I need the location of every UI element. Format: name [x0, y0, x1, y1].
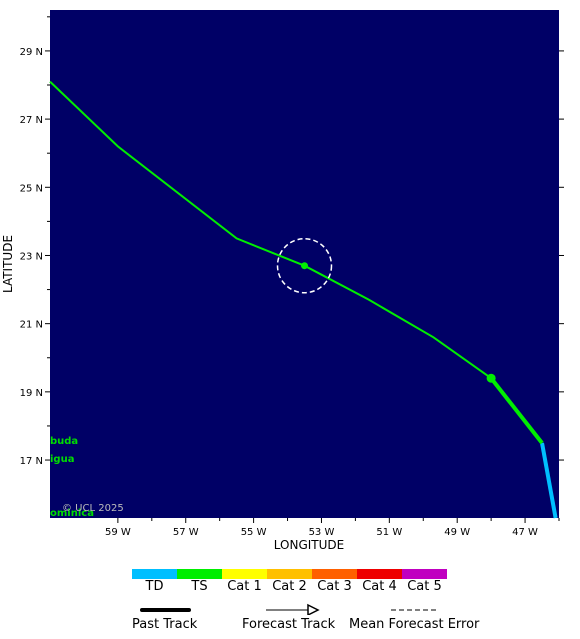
x-axis-title: LONGITUDE — [274, 538, 344, 552]
place-label: ominica — [50, 508, 94, 519]
category-swatch — [402, 569, 447, 579]
lat-tick-label: 19 N — [20, 388, 43, 399]
lon-tick-label: 51 W — [376, 527, 402, 538]
past-track-td-segment — [540, 442, 558, 519]
lat-tick-label: 17 N — [20, 456, 43, 467]
lon-tick-label: 57 W — [173, 527, 199, 538]
place-label: buda — [50, 436, 78, 447]
mean-error-label: Mean Forecast Error — [349, 617, 480, 632]
category-swatch — [222, 569, 267, 579]
lat-tick-label: 25 N — [20, 183, 43, 194]
category-swatch — [357, 569, 402, 579]
mean-error-key: Mean Forecast Error — [349, 603, 489, 632]
past-track-label: Past Track — [132, 617, 198, 632]
category-label: Cat 5 — [407, 579, 442, 594]
lon-tick-label: 49 W — [444, 527, 470, 538]
category-label: Cat 2 — [272, 579, 307, 594]
past-track-ts-segment — [489, 376, 544, 445]
forecast-track-key: Forecast Track — [242, 603, 342, 632]
category-labels: TD TS Cat 1 Cat 2 Cat 3 Cat 4 Cat 5 — [132, 579, 447, 595]
copyright-text: © UCL 2025 — [62, 503, 124, 514]
forecast-track-arrow-icon — [242, 603, 342, 617]
last-fix-marker — [486, 373, 496, 383]
category-color-bar — [132, 569, 447, 579]
map-plot: 29 N 27 N 25 N 23 N 21 N 19 N 17 N 59 W 57 W 55 … — [1, 10, 564, 552]
past-track-key: Past Track — [132, 603, 212, 632]
place-label: igua — [50, 454, 74, 465]
category-swatch — [177, 569, 222, 579]
lon-tick-label: 53 W — [309, 527, 335, 538]
lat-tick-label: 29 N — [20, 47, 43, 58]
forecast-point-marker — [301, 262, 308, 270]
lat-tick-label: 23 N — [20, 251, 43, 262]
lon-tick-label: 47 W — [512, 527, 538, 538]
latitude-ticks: 29 N 27 N 25 N 23 N 21 N 19 N 17 N — [20, 16, 564, 467]
lat-tick-label: 27 N — [20, 115, 43, 126]
storm-track-group — [49, 80, 558, 519]
lon-tick-label: 55 W — [241, 527, 267, 538]
category-label: Cat 4 — [362, 579, 397, 594]
category-label: TS — [191, 579, 208, 594]
lon-tick-label: 59 W — [105, 527, 131, 538]
category-label: TD — [145, 579, 164, 594]
category-swatch — [132, 569, 177, 579]
longitude-ticks: 59 W 57 W 55 W 53 W 51 W 49 W 47 W — [105, 518, 560, 538]
place-labels: buda igua ominica — [50, 436, 94, 519]
category-label: Cat 3 — [317, 579, 352, 594]
mean-forecast-error-circle — [276, 237, 333, 294]
lat-tick-label: 21 N — [20, 320, 43, 331]
mean-error-dash-icon — [349, 603, 489, 615]
past-track-line-icon — [132, 603, 212, 615]
category-label: Cat 1 — [227, 579, 262, 594]
category-swatch — [312, 569, 357, 579]
forecast-track-label: Forecast Track — [242, 617, 336, 632]
y-axis-title: LATITUDE — [1, 235, 15, 293]
category-swatch — [267, 569, 312, 579]
